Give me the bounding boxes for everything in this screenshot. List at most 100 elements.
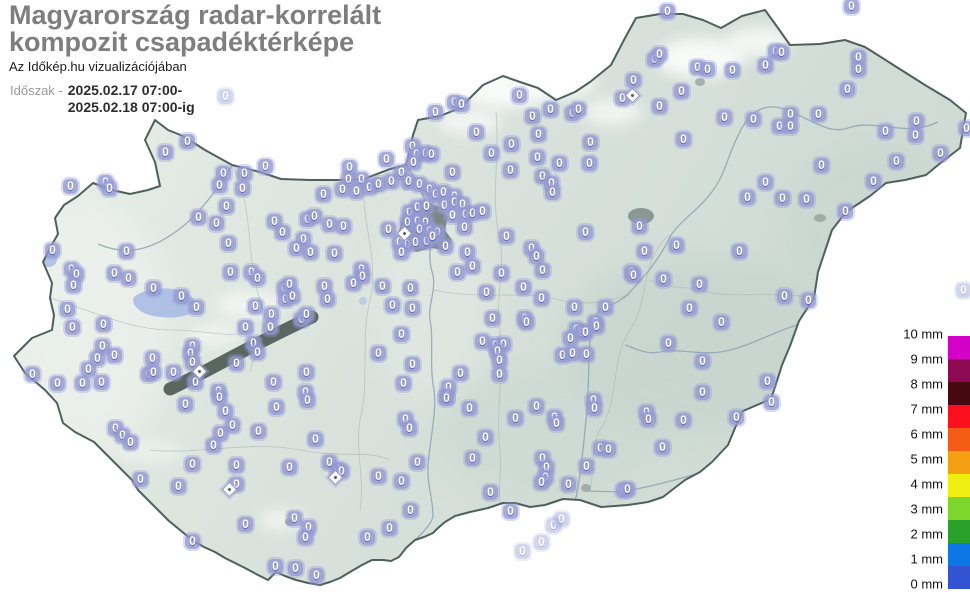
- precip-value-marker: 0: [799, 192, 814, 207]
- precip-value-marker: 0: [534, 475, 549, 490]
- title-block: Magyarország radar-korrelált kompozit cs…: [9, 2, 381, 116]
- precip-value-marker: 0: [371, 469, 386, 484]
- precip-value-marker: 0: [578, 325, 593, 340]
- city-dot: [695, 78, 705, 86]
- legend-color-bar: [948, 336, 970, 589]
- precip-value-marker: 0: [534, 535, 549, 550]
- precip-value-marker: 0: [238, 320, 253, 335]
- precip-value-marker: 0: [775, 191, 790, 206]
- legend-label: 9 mm: [910, 351, 944, 367]
- precip-value-marker: 0: [381, 222, 396, 237]
- precip-value-marker: 0: [445, 208, 460, 223]
- precip-value-marker: 0: [394, 327, 409, 342]
- precip-value-marker: 0: [119, 244, 134, 259]
- precip-value-marker: 0: [729, 410, 744, 425]
- precip-value-marker: 0: [266, 375, 281, 390]
- precip-value-marker: 0: [632, 219, 647, 234]
- precip-value-marker: 0: [264, 307, 279, 322]
- legend-color-block: [948, 566, 970, 589]
- legend-label: 7 mm: [910, 401, 944, 417]
- precip-value-marker: 0: [746, 112, 761, 127]
- legend-color-block: [948, 520, 970, 543]
- precip-value-marker: 0: [579, 347, 594, 362]
- precip-value-marker: 0: [519, 315, 534, 330]
- precip-value-marker: 0: [582, 156, 597, 171]
- precip-value-marker: 0: [783, 119, 798, 134]
- precip-value-marker: 0: [287, 511, 302, 526]
- legend-color-block: [948, 405, 970, 428]
- precip-value-marker: 0: [760, 374, 775, 389]
- precip-value-marker: 0: [269, 400, 284, 415]
- precip-value-marker: 0: [714, 315, 729, 330]
- precip-value-marker: 0: [385, 298, 400, 313]
- precip-value-marker: 0: [282, 460, 297, 475]
- precip-value-marker: 0: [700, 62, 715, 77]
- legend-color-block: [948, 428, 970, 451]
- precip-value-marker: 0: [65, 320, 80, 335]
- precip-value-marker: 0: [561, 477, 576, 492]
- precip-value-marker: 0: [322, 455, 337, 470]
- precip-value-marker: 0: [956, 283, 970, 298]
- precip-value-marker: 0: [317, 279, 332, 294]
- precip-value-marker: 0: [309, 568, 324, 583]
- precip-value-marker: 0: [382, 521, 397, 536]
- precip-value-marker: 0: [462, 401, 477, 416]
- precip-value-marker: 0: [525, 109, 540, 124]
- precip-value-marker: 0: [811, 107, 826, 122]
- precip-value-marker: 0: [530, 150, 545, 165]
- legend-label: 2 mm: [910, 526, 944, 542]
- precip-value-marker: 0: [275, 225, 290, 240]
- period-to: 2025.02.18 07:00-ig: [67, 99, 195, 115]
- legend-label: 6 mm: [910, 426, 944, 442]
- precip-value-marker: 0: [371, 177, 386, 192]
- precip-value-marker: 0: [158, 145, 173, 160]
- precip-value-marker: 0: [45, 243, 60, 258]
- precip-value-marker: 0: [94, 375, 109, 390]
- precip-value-marker: 0: [959, 121, 970, 136]
- precip-value-marker: 0: [783, 107, 798, 122]
- precip-value-marker: 0: [322, 217, 337, 232]
- precip-value-marker: 0: [405, 357, 420, 372]
- precip-value-marker: 0: [396, 376, 411, 391]
- precip-value-marker: 0: [450, 265, 465, 280]
- precip-value-marker: 0: [60, 302, 75, 317]
- precip-value-marker: 0: [475, 204, 490, 219]
- precip-value-marker: 0: [439, 391, 454, 406]
- precip-value-marker: 0: [299, 307, 314, 322]
- precip-value-marker: 0: [221, 236, 236, 251]
- page-title-line2: kompozit csapadéktérképe: [9, 27, 355, 57]
- precip-value-marker: 0: [579, 459, 594, 474]
- precip-value-marker: 0: [146, 365, 161, 380]
- precip-value-marker: 0: [529, 249, 544, 264]
- precip-value-marker: 0: [457, 220, 472, 235]
- precip-value-marker: 0: [908, 128, 923, 143]
- city-dot: [581, 484, 591, 492]
- precip-value-marker: 0: [371, 346, 386, 361]
- period-row: Időszak - 2025.02.17 07:00- 2025.02.18 0…: [10, 82, 381, 116]
- precip-value-marker: 0: [419, 199, 434, 214]
- precip-value-marker: 0: [320, 292, 335, 307]
- precip-value-marker: 0: [180, 134, 195, 149]
- precip-value-marker: 0: [840, 82, 855, 97]
- precip-value-marker: 0: [263, 320, 278, 335]
- precip-value-marker: 0: [478, 430, 493, 445]
- precip-value-marker: 0: [909, 114, 924, 129]
- precip-value-marker: 0: [801, 293, 816, 308]
- precip-value-marker: 0: [469, 125, 484, 140]
- lake-balaton: [163, 310, 319, 396]
- precip-value-marker: 0: [465, 259, 480, 274]
- precip-value-marker: 0: [758, 58, 773, 73]
- city-dot: [814, 214, 826, 222]
- precip-value-marker: 0: [676, 413, 691, 428]
- precip-value-marker: 0: [307, 209, 322, 224]
- precip-value-marker: 0: [725, 63, 740, 78]
- precip-value-marker: 0: [166, 365, 181, 380]
- precip-value-marker: 0: [394, 474, 409, 489]
- precip-value-marker: 0: [146, 281, 161, 296]
- precip-value-marker: 0: [492, 367, 507, 382]
- precip-value-marker: 0: [410, 455, 425, 470]
- precip-value-marker: 0: [303, 245, 318, 260]
- precip-value-marker: 0: [508, 411, 523, 426]
